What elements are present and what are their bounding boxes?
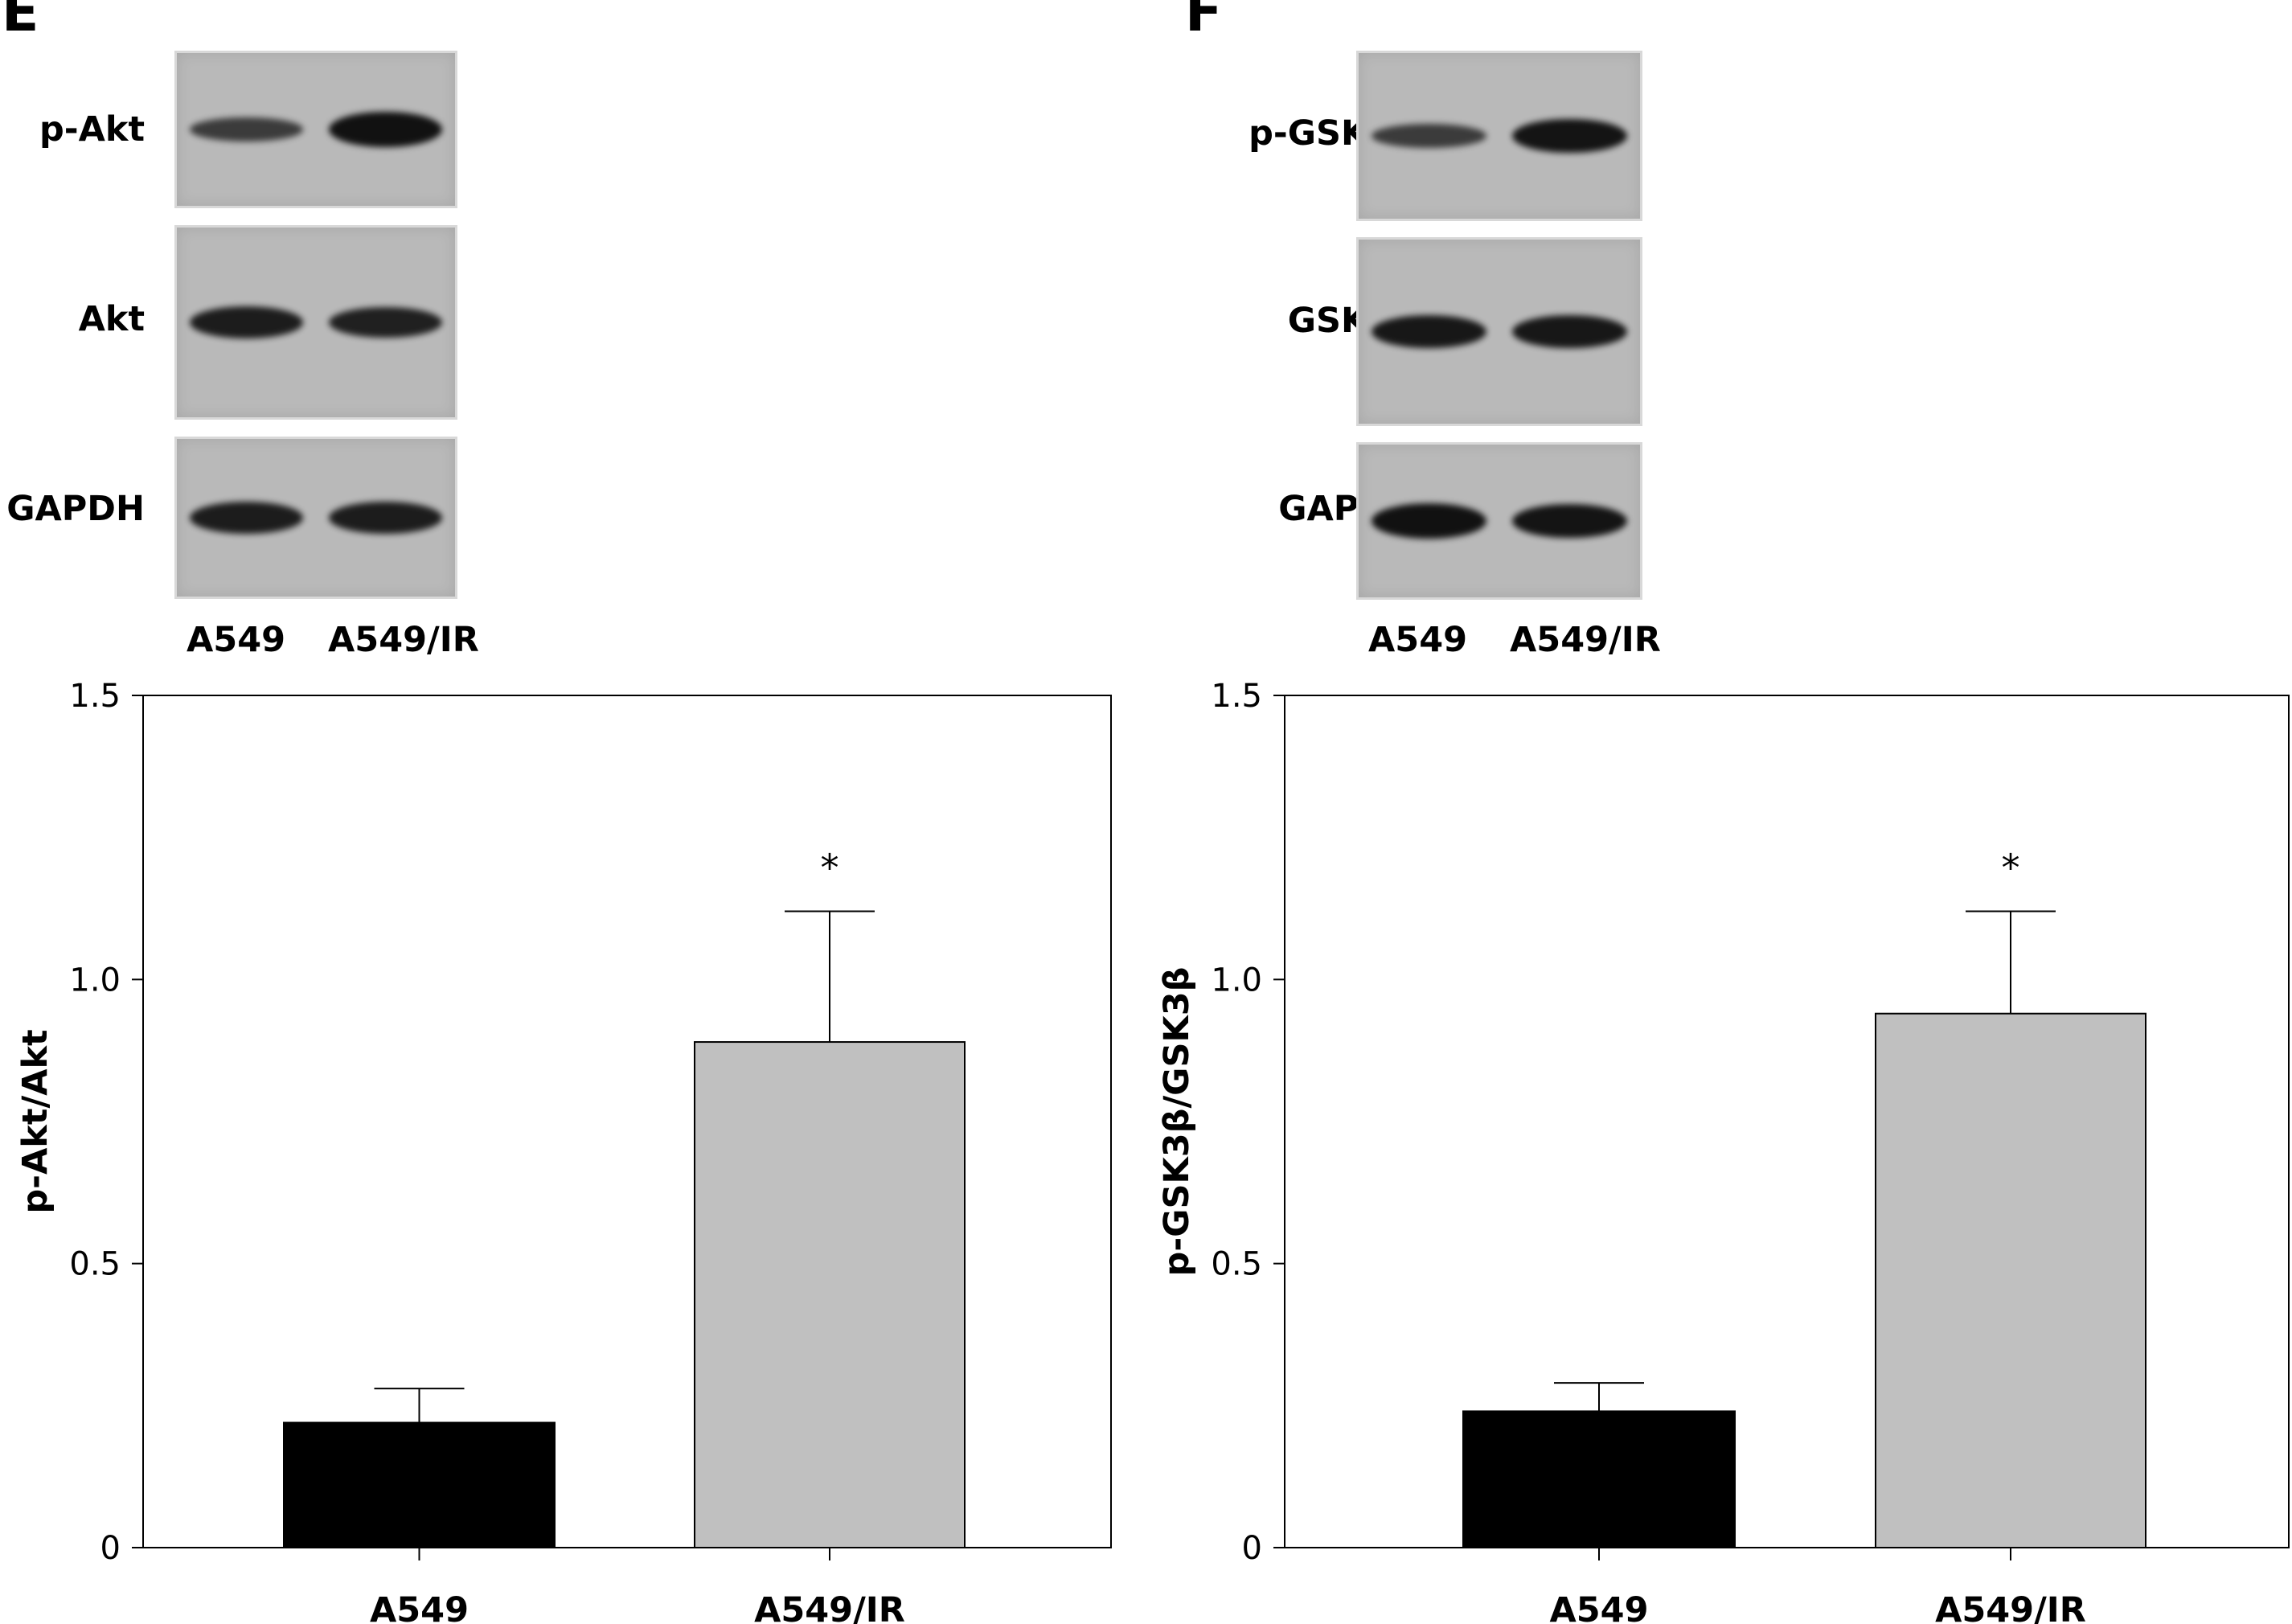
y-axis-label: p-GSK3β/GSK3β	[1157, 967, 1197, 1277]
bar-chart-p-gsk3b: 0 0.5 1.0 1.5 p-GSK3β/GSK3β A549 * A549/IR	[1157, 678, 2290, 1624]
y-tick-label: 1.5	[1211, 678, 1262, 715]
blot-label-gapdh: GAPDH	[6, 489, 145, 529]
x-tick-label: A549	[370, 1590, 469, 1624]
bar-a549-ir	[1875, 1012, 2146, 1548]
y-tick-label: 1.5	[69, 678, 121, 715]
panel-f: F p-GSK3β GSK3β GAPDH A549 A549/IR 0 0.5 1…	[1146, 0, 2292, 1624]
blot-band	[328, 501, 443, 535]
lane-label-a549: A549	[1368, 620, 1468, 660]
western-blot-akt	[174, 225, 457, 420]
western-blot-gapdh	[174, 437, 457, 599]
blot-band	[1511, 314, 1628, 349]
y-tick-label: 1.0	[69, 962, 121, 999]
blot-band	[189, 117, 304, 141]
y-tick-label: 0.5	[1211, 1246, 1262, 1283]
blot-band	[328, 112, 443, 147]
blot-band	[189, 501, 304, 535]
blot-label-akt: Akt	[78, 299, 145, 339]
significance-marker: *	[2002, 847, 2020, 890]
bar-a549	[1462, 1410, 1736, 1549]
y-tick-label: 0.5	[69, 1246, 121, 1283]
y-tick-label: 1.0	[1211, 962, 1262, 999]
lane-label-a549-ir: A549/IR	[328, 620, 479, 660]
western-blot-p-akt	[174, 51, 457, 208]
blot-label-p-akt: p-Akt	[39, 109, 145, 150]
bar-a549-ir	[694, 1041, 966, 1549]
y-tick-label: 0	[100, 1530, 121, 1567]
x-tick-label: A549/IR	[1935, 1590, 2086, 1624]
blot-band	[328, 306, 443, 338]
blot-band	[189, 306, 304, 339]
bar-a549	[283, 1421, 556, 1548]
bar-chart-p-akt: 0 0.5 1.0 1.5 p-Akt/Akt A549 * A549/IR	[15, 678, 1112, 1624]
blot-band	[1371, 314, 1487, 349]
panel-letter: F	[1185, 0, 1223, 44]
blot-band	[1371, 503, 1487, 539]
y-tick-label: 0	[1242, 1530, 1262, 1567]
blot-band	[1511, 118, 1628, 154]
plot-frame	[1284, 695, 2290, 1548]
x-tick-label: A549/IR	[754, 1590, 905, 1624]
plot-frame	[142, 695, 1112, 1548]
western-blot-gsk3b	[1356, 237, 1642, 426]
lane-label-a549: A549	[187, 620, 286, 660]
lane-label-a549-ir: A549/IR	[1510, 620, 1661, 660]
x-tick-label: A549	[1549, 1590, 1648, 1624]
panel-letter: E	[2, 0, 39, 44]
blot-band	[1371, 124, 1487, 148]
significance-marker: *	[821, 847, 839, 890]
western-blot-p-gsk3b	[1356, 51, 1642, 221]
blot-band	[1511, 503, 1628, 539]
panel-e: E p-Akt Akt GAPDH A549 A549/IR 0 0.5 1.0 1.…	[2, 0, 1112, 1624]
western-blot-gapdh	[1356, 442, 1642, 600]
y-axis-label: p-Akt/Akt	[15, 1029, 55, 1213]
